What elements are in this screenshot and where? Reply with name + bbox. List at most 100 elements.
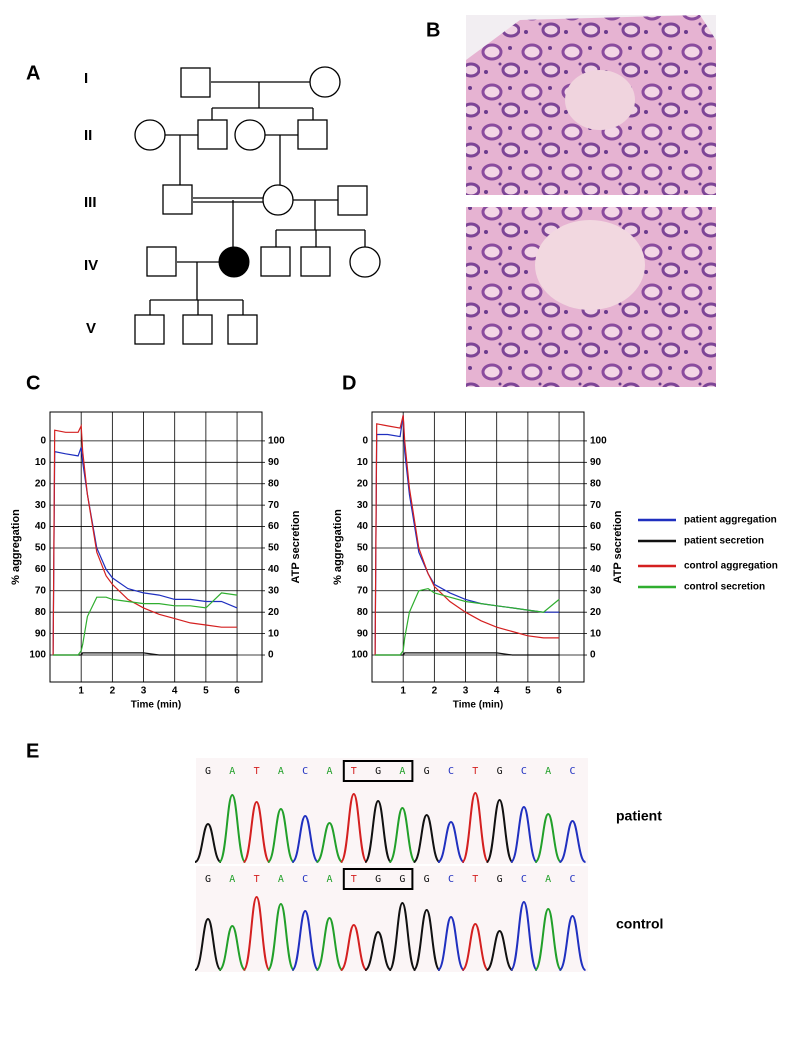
y-tick-label: 0 <box>40 436 46 447</box>
y2-tick-label: 100 <box>268 436 285 447</box>
female <box>234 119 266 151</box>
chromatogram-peak <box>194 917 222 971</box>
female <box>262 184 294 216</box>
y-tick-label: 80 <box>35 607 47 618</box>
x-tick-label: 3 <box>141 686 147 697</box>
y2-tick-label: 20 <box>590 607 602 618</box>
base-call: A <box>545 766 551 777</box>
data-line <box>52 447 238 656</box>
y2-tick-label: 80 <box>590 478 602 489</box>
base-call: A <box>278 874 284 885</box>
base-call: T <box>254 874 260 885</box>
base-call: T <box>351 874 357 885</box>
base-call: T <box>351 766 357 777</box>
chromatogram-peak <box>194 822 222 863</box>
chromatogram-peak <box>339 792 368 863</box>
chromatogram-peak <box>437 820 465 863</box>
y2-tick-label: 30 <box>268 585 280 596</box>
panel-label: A <box>26 62 40 84</box>
y2-tick-label: 10 <box>590 628 602 639</box>
base-call: T <box>472 766 478 777</box>
panel-label: E <box>26 740 39 762</box>
x-tick-label: 5 <box>203 686 209 697</box>
y-tick-label: 60 <box>35 564 47 575</box>
base-call: G <box>205 766 211 777</box>
male <box>134 314 165 345</box>
base-call: G <box>424 874 430 885</box>
y-tick-label: 90 <box>35 628 47 639</box>
y-tick-label: 50 <box>35 543 47 554</box>
y2-tick-label: 90 <box>590 457 602 468</box>
base-call: G <box>497 766 503 777</box>
y2-tick-label: 50 <box>590 543 602 554</box>
x-axis-label: Time (min) <box>453 700 503 711</box>
data-line <box>374 415 560 656</box>
base-call: G <box>424 766 430 777</box>
y-tick-label: 100 <box>351 650 368 661</box>
y2-tick-label: 90 <box>268 457 280 468</box>
base-call: A <box>399 766 405 777</box>
chromatogram-peak <box>218 793 247 863</box>
affected-female <box>218 246 250 278</box>
x-tick-label: 4 <box>494 686 500 697</box>
y-tick-label: 30 <box>35 500 47 511</box>
x-tick-label: 6 <box>556 686 562 697</box>
base-call: G <box>205 874 211 885</box>
codon-box <box>342 760 414 782</box>
chromatogram-peak <box>291 909 320 971</box>
male <box>300 246 331 277</box>
base-call: G <box>399 874 405 885</box>
y2-tick-label: 0 <box>268 650 274 661</box>
y2-tick-label: 60 <box>268 521 280 532</box>
panel-label: B <box>426 19 440 41</box>
male <box>182 314 213 345</box>
female <box>134 119 166 151</box>
male <box>297 119 328 150</box>
pedigree-lines <box>149 81 366 315</box>
y2-tick-label: 100 <box>590 436 607 447</box>
male <box>162 184 193 215</box>
base-call: C <box>448 766 454 777</box>
x-tick-label: 6 <box>234 686 240 697</box>
chromatogram-peak <box>486 929 514 971</box>
y2-tick-label: 70 <box>590 500 602 511</box>
chromatogram-peak <box>364 930 392 971</box>
chromatogram-peak <box>461 922 490 971</box>
y-axis-label: % aggregation <box>10 509 22 585</box>
x-tick-label: 2 <box>432 686 438 697</box>
generation-label: II <box>84 127 92 144</box>
male <box>197 119 228 150</box>
y-tick-label: 0 <box>362 436 368 447</box>
chromatogram-peak <box>218 924 247 971</box>
y-tick-label: 60 <box>357 564 369 575</box>
x-tick-label: 5 <box>525 686 531 697</box>
panel-label: C <box>26 372 40 394</box>
chromatogram-peak <box>437 915 465 971</box>
legend-label: patient aggregation <box>684 515 777 526</box>
y2-tick-label: 70 <box>268 500 280 511</box>
legend-label: control aggregation <box>684 561 778 572</box>
base-call: G <box>497 874 503 885</box>
base-call: C <box>569 874 575 885</box>
base-call: A <box>229 766 235 777</box>
y2-tick-label: 60 <box>590 521 602 532</box>
y-tick-label: 10 <box>357 457 369 468</box>
chromatogram-peak <box>339 923 368 971</box>
data-line <box>52 423 238 656</box>
chromatogram-peak <box>242 895 271 971</box>
male <box>337 185 368 216</box>
y-tick-label: 20 <box>35 478 47 489</box>
chromatogram-peak <box>388 806 417 863</box>
chromatogram-peak <box>558 914 587 971</box>
chromatogram-peak <box>315 916 344 971</box>
y2-tick-label: 80 <box>268 478 280 489</box>
chromatogram-peak <box>242 800 271 863</box>
generation-label: V <box>86 320 96 337</box>
base-call: C <box>521 874 527 885</box>
generation-label: III <box>84 194 97 211</box>
x-axis-label: Time (min) <box>131 700 181 711</box>
chromatogram-peak <box>558 819 587 863</box>
chromatogram-peak <box>412 813 441 863</box>
y-tick-label: 90 <box>357 628 369 639</box>
base-call: A <box>326 874 332 885</box>
